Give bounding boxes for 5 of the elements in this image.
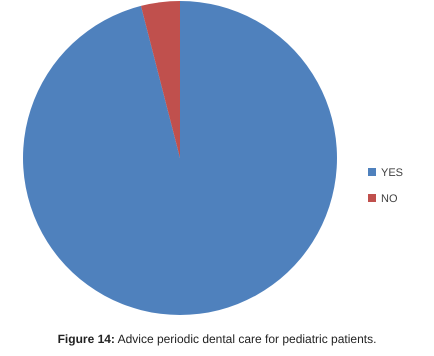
text: Figure 14: Advice periodic dental care for pediatric patients. (58, 332, 376, 346)
pie-slice (140, 1, 180, 158)
legend-label: YES (381, 167, 404, 179)
pie-slice (23, 1, 337, 315)
legend-label: NO (381, 193, 398, 205)
